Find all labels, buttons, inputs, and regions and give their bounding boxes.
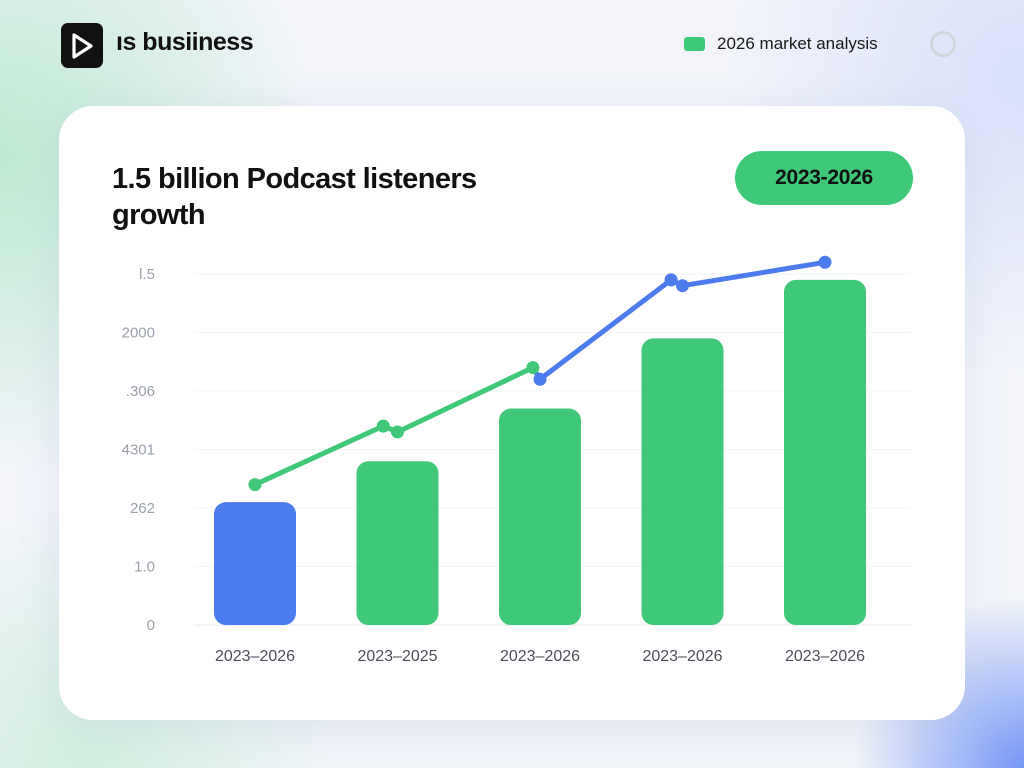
- trend-point: [526, 361, 540, 375]
- trend-line-segment: [395, 365, 536, 435]
- x-tick-label: 2023–2026: [642, 648, 722, 665]
- logo-badge[interactable]: [61, 23, 103, 68]
- legend: 2026 market analysis: [684, 34, 878, 54]
- chart-title: 1.5 billion Podcast listeners growth: [112, 163, 477, 231]
- chart-card: 1.5 billion Podcast listeners growth 202…: [59, 106, 965, 720]
- x-tick-label: 2023–2025: [357, 648, 437, 665]
- trend-point: [533, 372, 547, 386]
- y-tick-label: 2000: [122, 325, 155, 342]
- trend-point: [248, 478, 262, 492]
- bar: [499, 408, 581, 625]
- play-icon: [72, 32, 93, 59]
- legend-swatch: [684, 37, 705, 51]
- trend-point: [376, 419, 390, 433]
- y-tick-label: 262: [130, 500, 155, 517]
- trend-line-segment: [252, 423, 386, 488]
- trend-line-segment: [537, 277, 674, 382]
- y-tick-label: .306: [126, 383, 155, 400]
- circle-outline-icon[interactable]: [930, 31, 956, 57]
- x-tick-label: 2023–2026: [785, 648, 865, 665]
- trend-line-segment: [680, 259, 828, 289]
- x-tick-label: 2023–2026: [500, 648, 580, 665]
- y-tick-label: 1.0: [134, 559, 155, 576]
- trend-point: [391, 425, 404, 439]
- trend-point: [818, 255, 832, 269]
- chart-plot: 0 1.0 262 4301 .306 2000 l.5 2023–2026 2023–2025…: [122, 255, 911, 665]
- trend-point: [676, 279, 689, 293]
- trend-point: [664, 273, 678, 287]
- x-tick-label: 2023–2026: [215, 648, 295, 665]
- brand-name: ıs busiiness: [116, 28, 254, 56]
- bar: [356, 461, 439, 625]
- bar: [784, 279, 866, 625]
- date-range-badge[interactable]: 2023-2026: [735, 151, 913, 205]
- bar: [214, 502, 296, 625]
- legend-label: 2026 market analysis: [717, 34, 878, 53]
- y-tick-label: 4301: [122, 442, 155, 459]
- y-tick-label: 0: [147, 617, 155, 634]
- y-tick-label: l.5: [139, 266, 155, 283]
- bar: [641, 338, 724, 625]
